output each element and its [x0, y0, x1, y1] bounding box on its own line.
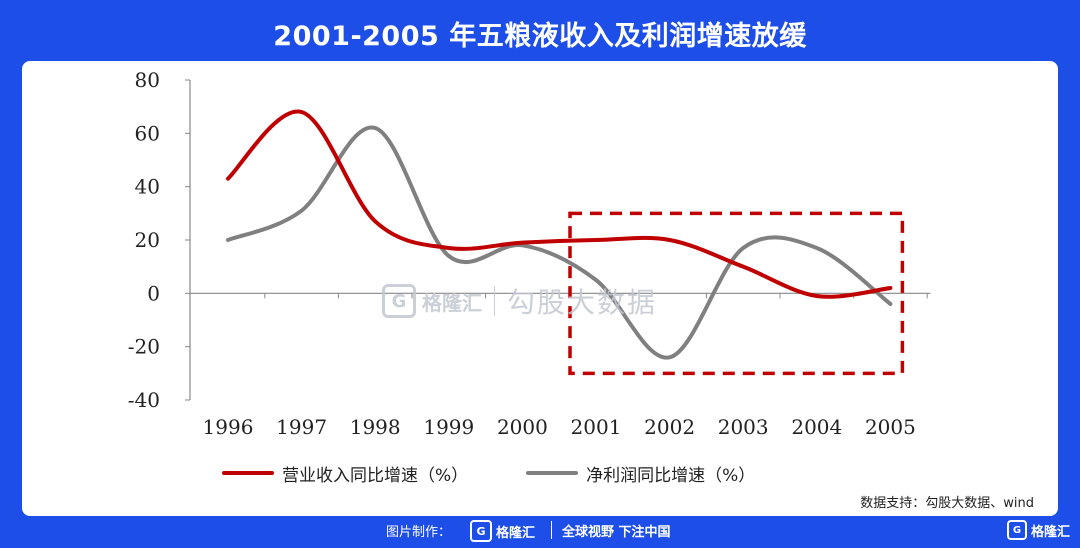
legend-item-profit: 净利润同比增速（%） [526, 461, 755, 486]
chart-title: 2001-2005 年五粮液收入及利润增速放缓 [273, 21, 807, 52]
legend-swatch-revenue [222, 471, 274, 475]
corner-logo: G 格隆汇 [1006, 520, 1070, 540]
footer-credit-label: 图片制作： [386, 525, 452, 540]
chart-card: 80 60 40 20 0 -20 -40 1996 1997 1998 1999 2000 2001 2… [22, 61, 1058, 516]
footer-logo-text: 格隆汇 [496, 525, 536, 541]
footer-slogan: 全球视野 下注中国 [562, 525, 671, 540]
legend-label-revenue: 营业收入同比增速（%） [282, 465, 469, 486]
y-tick-label: 80 [135, 68, 160, 92]
x-tick-label: 1998 [350, 415, 401, 439]
highlight-box [568, 211, 905, 376]
series-line-revenue [226, 109, 893, 299]
y-tick-label: -40 [128, 388, 160, 412]
data-source: 数据支持：勾股大数据、wind [860, 496, 1034, 511]
y-tick-label: 40 [135, 175, 160, 199]
y-tick-label: 0 [147, 281, 160, 305]
x-tick-label: 1997 [276, 415, 327, 439]
series-line-profit [226, 125, 893, 360]
x-tick-label: 2001 [571, 415, 622, 439]
legend-label-profit: 净利润同比增速（%） [586, 465, 756, 486]
watermark-logo-icon: G [382, 284, 416, 318]
x-tick-label: 2000 [497, 415, 548, 439]
footer: 图片制作： G 格隆汇 全球视野 下注中国 G 格隆汇 [0, 518, 1080, 548]
x-tick-label: 2005 [865, 415, 916, 439]
footer-divider [551, 521, 552, 539]
watermark-text: 勾股大数据 [507, 286, 658, 319]
legend-item-revenue: 营业收入同比增速（%） [222, 461, 468, 486]
chart-legend: 营业收入同比增速（%） 净利润同比增速（%） [222, 460, 813, 486]
line-chart: 80 60 40 20 0 -20 -40 1996 1997 1998 1999 2000 2001 2… [128, 68, 931, 439]
x-tick-label: 2004 [791, 415, 842, 439]
legend-swatch-profit [526, 471, 579, 475]
y-tick-label: -20 [128, 335, 160, 359]
corner-logo-icon: G [1006, 520, 1027, 540]
corner-logo-text: 格隆汇 [1030, 524, 1070, 540]
footer-logo: G 格隆汇 [470, 520, 535, 542]
x-tick-label: 2003 [718, 415, 769, 439]
y-tick-label: 60 [135, 121, 160, 145]
x-tick-label: 1996 [203, 415, 254, 439]
x-tick-label: 1999 [423, 415, 474, 439]
y-tick-label: 20 [135, 228, 160, 252]
footer-logo-icon: G [470, 520, 492, 542]
watermark-divider [494, 286, 495, 316]
x-tick-label: 2002 [644, 415, 695, 439]
watermark: G 格隆汇 勾股大数据 [382, 281, 657, 321]
watermark-brand: 格隆汇 [422, 290, 482, 315]
